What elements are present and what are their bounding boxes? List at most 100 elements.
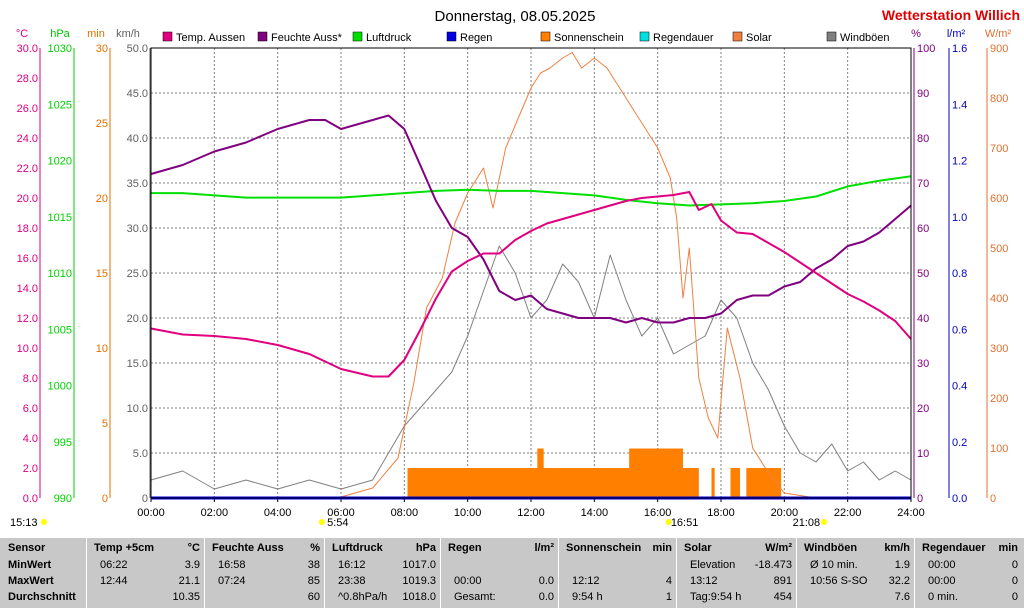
cell-value: 0 [1011,591,1018,603]
cell-value: 0.0 [538,575,554,587]
kmh-tick-label: 0 [142,493,148,505]
column-unit: °C [187,542,200,554]
kmh-tick-label: 10.0 [127,403,148,415]
chart-legend: Temp. Aussen Feuchte Auss* Luftdruck Regen S… [162,31,890,44]
x-tick-label: 24:00 [897,507,925,519]
column-separator [558,538,559,608]
x-tick-label: 16:00 [644,507,672,519]
cell-time: 13:12 [690,575,718,587]
minutes-tick-label: 20 [96,193,108,205]
stats-column: Feuchte Auss% 16:58 38 07:24 85 60 [206,538,324,608]
kmh-tick-label: 20.0 [127,313,148,325]
kmh-unit: km/h [116,28,140,40]
legend-label: Feuchte Auss* [271,32,343,44]
hpa-unit: hPa [50,28,70,40]
stats-column: Luftdruck hPa 16:12 1017.0 23:38 1019.3 ^0.8hP… [326,538,440,608]
lm2-tick-label: 1.4 [952,99,967,111]
cell-time: Gesamt: [454,591,496,603]
cell-time: 23:38 [338,575,366,587]
celsius-tick-label: 18.0 [17,223,38,235]
chart-grid [151,48,911,498]
chart-title: Donnerstag, 08.05.2025 [435,8,596,25]
cell-value: 1 [665,591,672,603]
row-labels-column: Sensor MinWert MaxWert Durchschnitt [0,538,86,608]
event-dot [318,519,325,525]
hpa-tick-label: 990 [54,493,72,505]
series-sonnenschein [407,448,782,498]
station-name: Wetterstation Willich [882,7,1020,23]
series-luftdruck [151,175,912,207]
lm2-tick-label: 0.0 [952,493,967,505]
stats-column: Sonnenschein min 12:12 4 9:54 h 1 [560,538,676,608]
column-separator [204,538,205,608]
celsius-tick-label: 20.0 [17,193,38,205]
x-tick-label: 06:00 [327,507,355,519]
celsius-tick-label: 6.0 [23,403,38,415]
row-label-max: MaxWert [8,575,54,587]
x-tick-label: 20:00 [771,507,799,519]
lm2-tick-label: 0.6 [952,324,967,336]
column-separator [676,538,677,608]
cell-time: 00:00 [454,575,482,587]
x-tick-label: 04:00 [264,507,292,519]
legend-label: Temp. Aussen [176,32,245,44]
celsius-tick-label: 24.0 [17,133,38,145]
column-separator [796,538,797,608]
cell-value: 85 [307,575,320,587]
cell-value: 1.9 [894,559,910,571]
percent-tick-label: 60 [917,223,929,235]
minutes-tick-label: 5 [102,418,108,430]
percent-tick-label: 20 [917,403,929,415]
percent-tick-label: 0 [917,493,923,505]
column-title: Solar [684,542,712,554]
minutes-tick-label: 0 [102,493,108,505]
cell-value: 10.35 [172,591,200,603]
cell-time: Tag:9:54 h [690,591,742,603]
minutes-unit: min [87,28,105,40]
cell-value: 4 [665,575,672,587]
hpa-tick-label: 1005 [48,324,72,336]
celsius-tick-label: 4.0 [23,433,38,445]
legend-swatch [826,31,837,42]
hpa-tick-label: 1020 [48,156,72,168]
cell-time: 16:12 [338,559,366,571]
column-separator [914,538,915,608]
celsius-tick-label: 14.0 [17,283,38,295]
wm2-tick-label: 0 [990,493,996,505]
celsius-tick-label: 10.0 [17,343,38,355]
celsius-tick-label: 8.0 [23,373,38,385]
cell-time: Elevation [690,559,736,571]
celsius-tick-label: 30.0 [17,43,38,55]
x-tick-label: 12:00 [517,507,545,519]
minutes-tick-label: 15 [96,268,108,280]
column-title: Regen [448,542,482,554]
hpa-tick-label: 1000 [48,381,72,393]
x-tick-label: 08:00 [391,507,419,519]
x-tick-label: 02:00 [201,507,229,519]
percent-tick-label: 80 [917,133,929,145]
legend-label: Windböen [840,32,890,44]
celsius-tick-label: 16.0 [17,253,38,265]
percent-tick-label: 40 [917,313,929,325]
kmh-tick-label: 5.0 [133,448,148,460]
cell-time: Ø 10 min. [810,559,858,571]
cell-time: 10:56 S-SO [810,575,868,587]
stats-column: Windböen km/h Ø 10 min. 1.9 10:56 S-SO 32.2 7.… [798,538,914,608]
wm2-unit: W/m² [985,28,1012,40]
lm2-unit: l/m² [947,28,966,40]
event-label: 21:08 [793,517,821,529]
series-solar [151,52,911,499]
kmh-tick-label: 40.0 [127,133,148,145]
event-dot [41,519,47,525]
cell-value: 7.6 [894,591,910,603]
event-dot [821,519,828,525]
lm2-tick-label: 1.2 [952,156,967,168]
column-unit: W/m² [765,542,792,554]
wm2-tick-label: 700 [990,143,1008,155]
row-label-sensor: Sensor [8,542,46,554]
cell-time: 07:24 [218,575,246,587]
column-title: Regendauer [922,542,986,554]
column-title: Luftdruck [332,542,383,554]
hpa-tick-label: 1010 [48,268,72,280]
cell-time: 12:12 [572,575,600,587]
